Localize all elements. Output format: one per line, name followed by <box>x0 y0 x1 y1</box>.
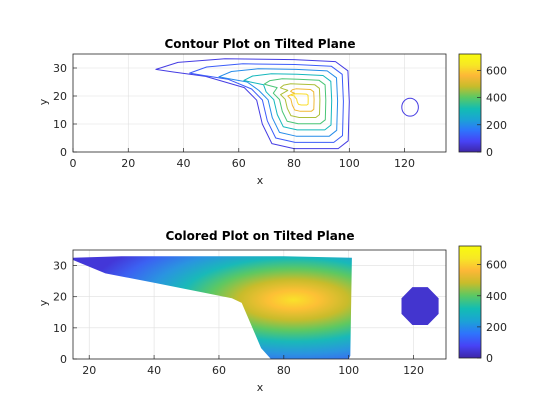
x-tick-label: 80 <box>287 157 301 170</box>
x-tick-label: 120 <box>403 364 424 377</box>
y-tick-label: 10 <box>53 322 67 335</box>
contour-lines <box>155 58 419 150</box>
contour-line <box>189 63 344 143</box>
y-tick-label: 0 <box>60 353 67 366</box>
x-tick-label: 120 <box>394 157 415 170</box>
y-tick-label: 0 <box>60 146 67 159</box>
x-tick-label: 80 <box>277 364 291 377</box>
y-tick-label: 20 <box>53 291 67 304</box>
x-tick-label: 60 <box>232 157 246 170</box>
colorbar-tick-label: 200 <box>486 119 507 132</box>
contour-line <box>243 73 333 131</box>
x-tick-label: 20 <box>121 157 135 170</box>
colored-colorbar-ticks: 0 200 400 600 <box>477 259 507 365</box>
colored-colorbar: 0 200 400 600 <box>458 245 507 365</box>
colorbar-tick-label: 0 <box>486 352 493 365</box>
contour-colorbar-gradient <box>459 54 481 152</box>
colored-surface-main <box>73 256 352 359</box>
y-tick-label: 30 <box>53 260 67 273</box>
x-tick-label: 20 <box>82 364 96 377</box>
y-tick-label: 30 <box>53 62 67 75</box>
contour-title: Contour Plot on Tilted Plane <box>165 37 356 51</box>
contour-line <box>263 78 327 125</box>
x-tick-label: 40 <box>177 157 191 170</box>
contour-x-label: x <box>257 174 264 187</box>
x-tick-label: 40 <box>147 364 161 377</box>
colorbar-tick-label: 400 <box>486 92 507 105</box>
colored-axes-frame <box>72 249 447 360</box>
contour-line <box>287 88 315 112</box>
colored-x-label: x <box>257 381 264 394</box>
contour-line <box>279 83 321 118</box>
x-tick-label: 60 <box>212 364 226 377</box>
contour-colorbar: 0 200 400 600 <box>458 53 507 159</box>
colorbar-tick-label: 0 <box>486 146 493 159</box>
y-tick-label: 10 <box>53 118 67 131</box>
contour-y-label: y <box>37 98 50 105</box>
colored-ticks: 20 40 60 80 100 120 0 10 20 30 <box>53 260 424 377</box>
colored-title: Colored Plot on Tilted Plane <box>165 229 354 243</box>
colorbar-tick-label: 400 <box>486 290 507 303</box>
y-tick-label: 20 <box>53 90 67 103</box>
contour-chart: 0 20 40 60 80 100 120 0 10 20 30 Contour Plot on T… <box>37 37 507 187</box>
x-tick-label: 0 <box>70 157 77 170</box>
colorbar-tick-label: 600 <box>486 64 507 77</box>
colored-surface-isolated <box>401 287 439 325</box>
colored-y-label: y <box>37 299 50 306</box>
x-tick-label: 100 <box>338 364 359 377</box>
contour-ticks: 0 20 40 60 80 100 120 0 10 20 30 <box>53 62 415 170</box>
contour-line-isolated <box>401 97 419 117</box>
colored-colorbar-gradient <box>459 246 481 358</box>
colorbar-tick-label: 200 <box>486 321 507 334</box>
colored-colorbar-frame <box>458 245 482 359</box>
contour-colorbar-frame <box>458 53 482 153</box>
colorbar-tick-label: 600 <box>486 259 507 272</box>
contour-axes-frame <box>72 53 447 153</box>
x-tick-label: 100 <box>339 157 360 170</box>
contour-line <box>155 58 350 150</box>
contour-line <box>218 68 339 137</box>
colored-chart: 20 40 60 80 100 120 0 10 20 30 Colored Plot on Ti… <box>37 229 507 394</box>
contour-colorbar-ticks: 0 200 400 600 <box>477 64 507 159</box>
contour-line <box>290 93 309 106</box>
